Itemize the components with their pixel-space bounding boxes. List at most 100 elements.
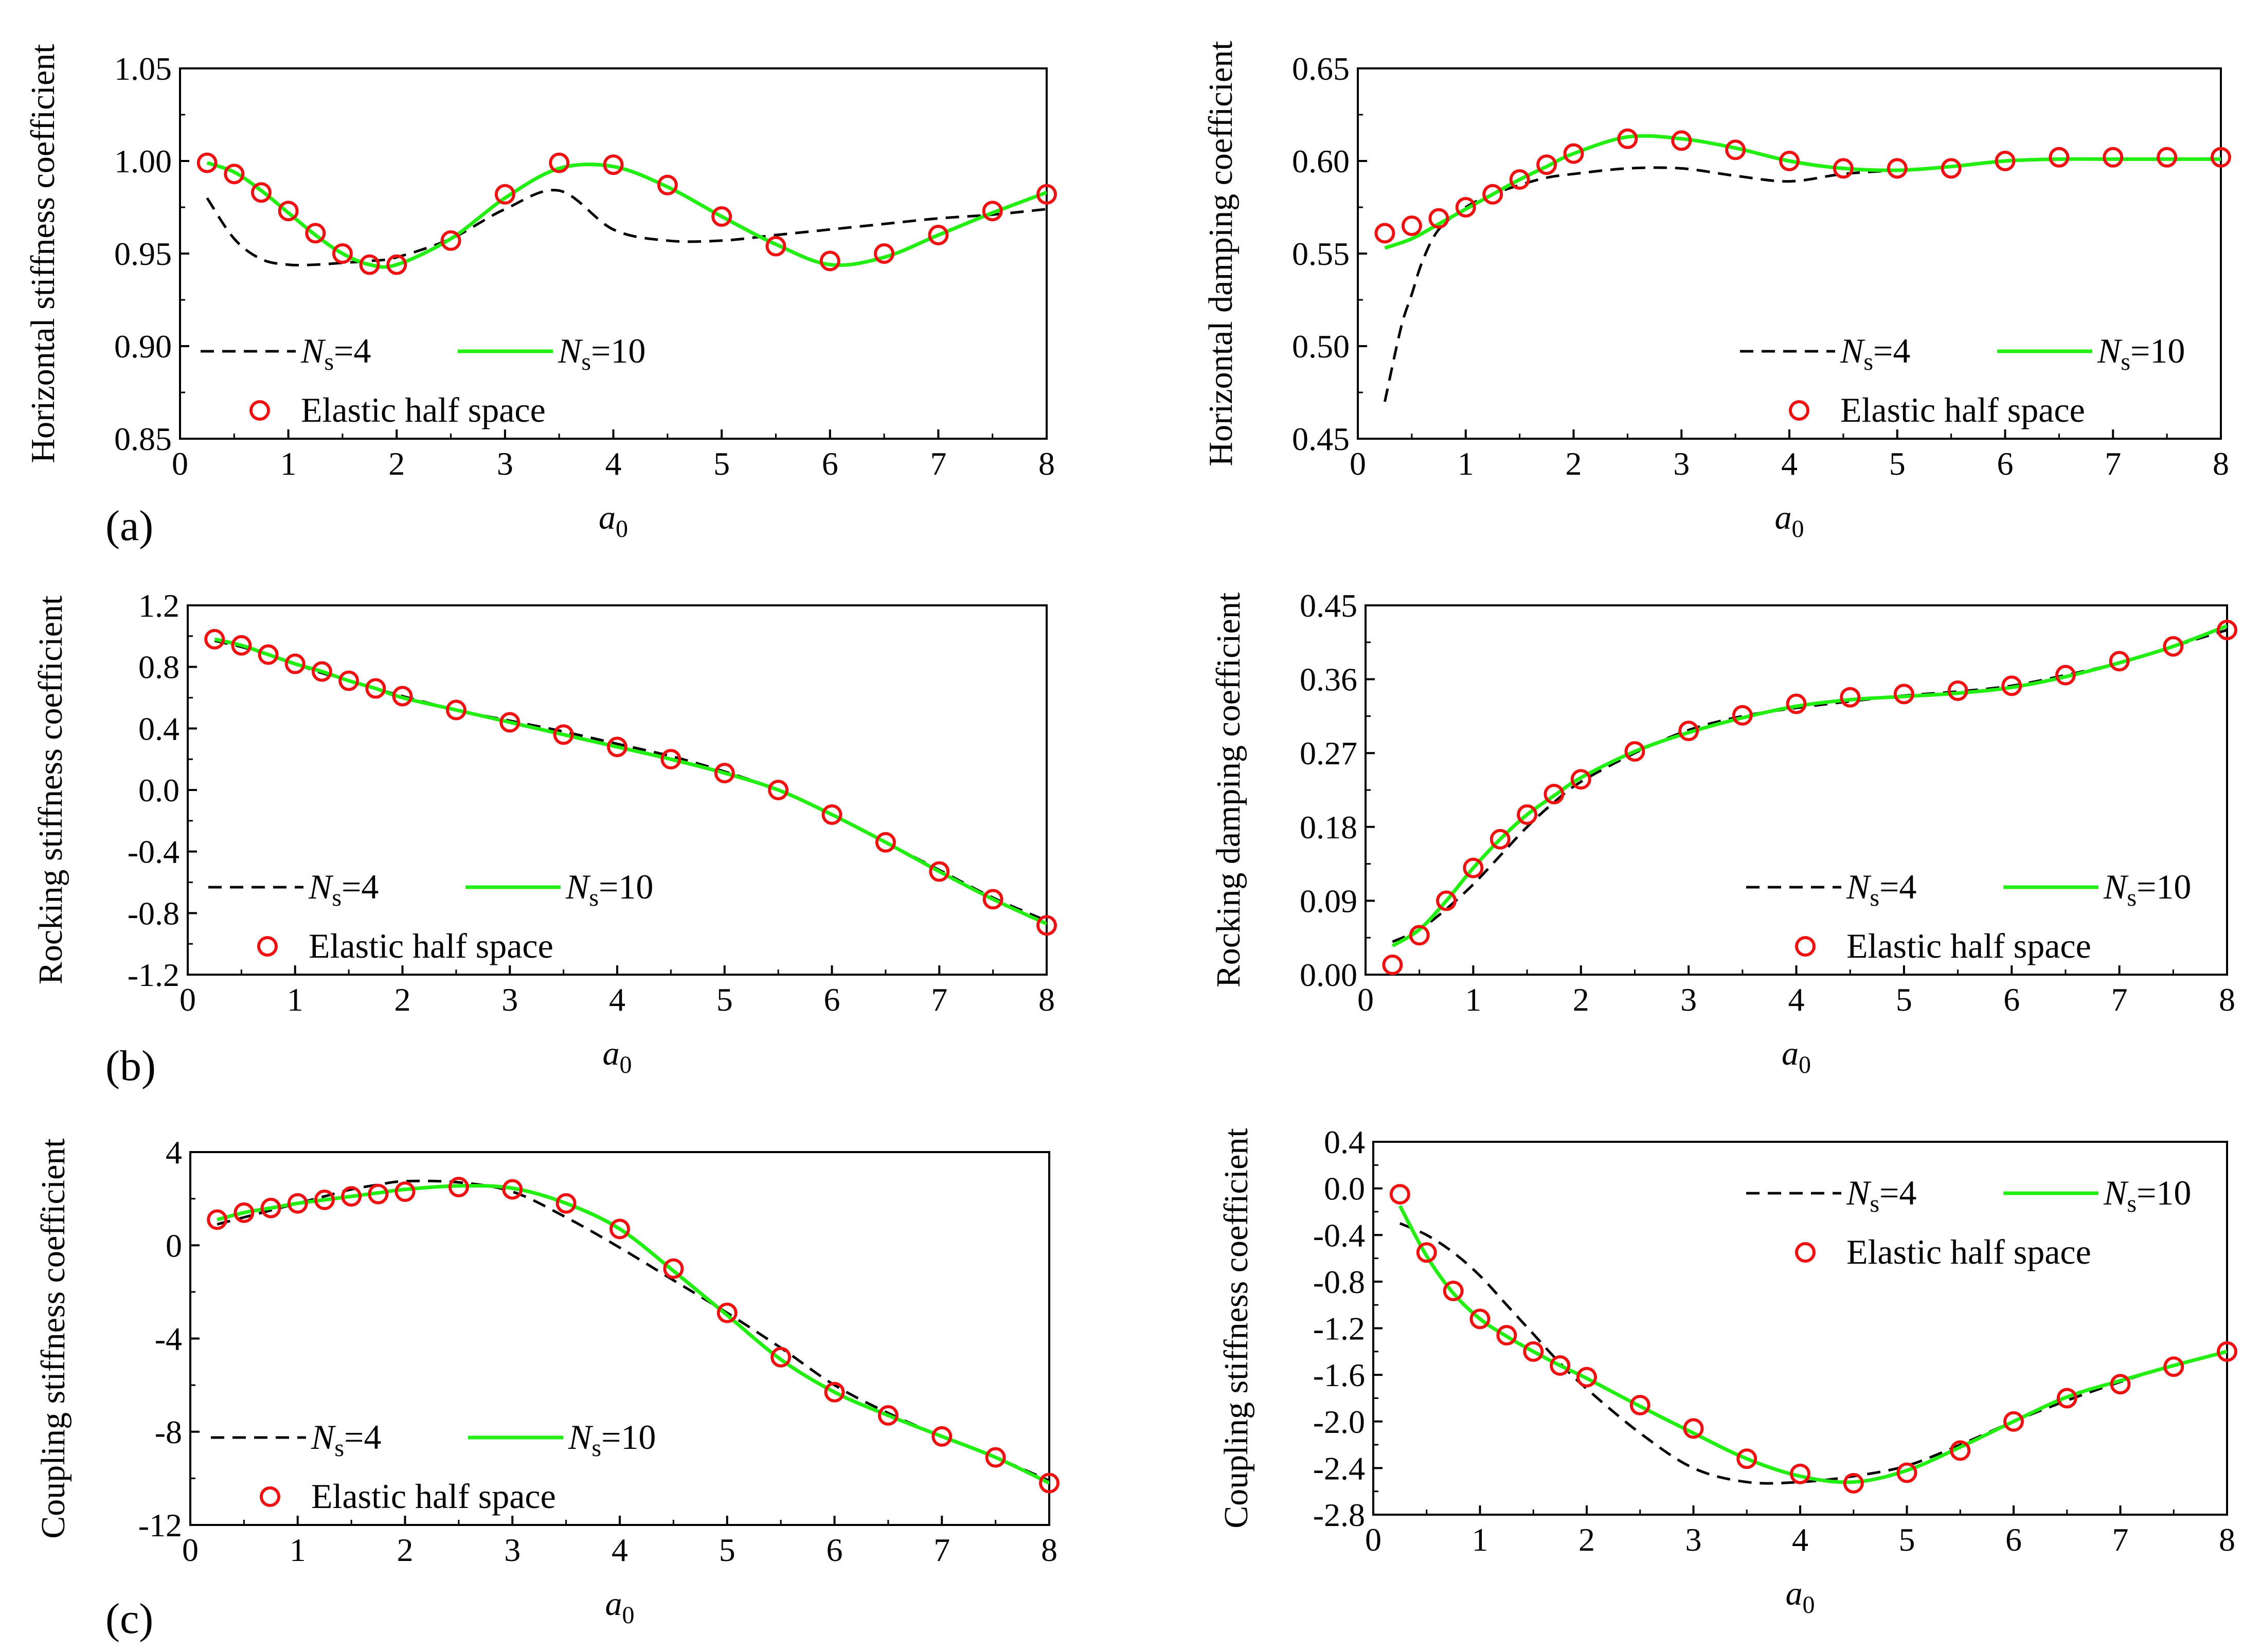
series-group (1391, 624, 2227, 948)
ns10-line (206, 161, 1047, 269)
y-tick-label: -0.8 (128, 895, 180, 931)
y-tick-label: 0.4 (138, 710, 180, 747)
elastic-marker (284, 653, 306, 674)
ns4-line (1399, 1222, 2227, 1485)
legend-elastic-label: Elastic half space (1846, 926, 2091, 965)
legend-elastic-marker (249, 400, 270, 421)
x-tick-label: 2 (388, 445, 405, 482)
y-tick-label: 0.00 (1300, 957, 1357, 993)
ns10-line (214, 637, 1047, 926)
elastic-marker (499, 712, 521, 733)
elastic-marker (1629, 1395, 1650, 1416)
x-tick-label: 0 (182, 1532, 199, 1568)
panel-label-a: (a) (105, 502, 153, 550)
x-axis-title: a0 (1782, 1035, 1811, 1079)
elastic-marker (1840, 687, 1861, 708)
x-tick-label: 2 (394, 981, 411, 1018)
elastic-marker (2110, 1374, 2131, 1395)
elastic-marker (2001, 675, 2022, 696)
elastic-marker (1469, 1308, 1491, 1330)
elastic-marker (1409, 925, 1430, 946)
x-tick-label: 4 (609, 981, 625, 1018)
legend: Ns=4 Ns=10 Elastic half space (1746, 867, 2191, 965)
elastic-marker (386, 254, 407, 275)
x-tick-label: 8 (1038, 445, 1055, 482)
elastic-marker (1624, 741, 1645, 762)
x-tick-label: 6 (1997, 445, 2014, 482)
ns10-line (1384, 134, 2221, 250)
legend-elastic-marker (1795, 936, 1816, 957)
legend-ns4-label: Ns=4 (311, 1417, 381, 1462)
elastic-marker (445, 699, 466, 721)
y-tick-label: 0.95 (114, 236, 172, 272)
legend-ns4-label: Ns=4 (1840, 331, 1910, 375)
x-tick-label: 3 (1680, 981, 1697, 1018)
elastic-marker (1509, 169, 1530, 190)
elastic-marker (1887, 158, 1908, 179)
x-tick-label: 8 (2213, 445, 2229, 482)
y-tick-label: 0.50 (1292, 328, 1350, 365)
elastic-marker (1455, 197, 1476, 218)
elastic-marker (1428, 208, 1449, 229)
x-tick-label: 8 (1038, 981, 1055, 1018)
elastic-marker (278, 201, 299, 222)
chart-4: 0 1 2 3 4 5 6 7 8 0.00 0.09 0.18 0.27 0.36 0.45 a0 Rocki… (1210, 587, 2237, 1079)
elastic-marker (765, 236, 786, 257)
x-tick-label: 5 (719, 1532, 735, 1568)
x-tick-label: 6 (2003, 981, 2020, 1018)
legend-ns10-label: Ns=10 (558, 331, 645, 375)
panel-label-b: (b) (105, 1042, 156, 1090)
elastic-marker (1617, 128, 1638, 149)
y-tick-label: -12 (138, 1507, 182, 1543)
y-axis-title: Coupling stiffness coefficient (1217, 1128, 1255, 1528)
elastic-marker (440, 230, 461, 251)
elastic-marker (448, 1176, 469, 1197)
legend-elastic-label: Elastic half space (301, 390, 546, 429)
elastic-marker (770, 1346, 792, 1368)
y-axis-title: Coupling stiffness coefficient (34, 1138, 72, 1538)
x-tick-label: 4 (1792, 1521, 1808, 1558)
elastic-marker (768, 780, 789, 800)
y-tick-label: 4 (166, 1134, 182, 1171)
y-tick-label: -2.8 (1313, 1497, 1365, 1533)
x-tick-label: 5 (1889, 445, 1906, 482)
elastic-marker (2049, 147, 2070, 168)
y-tick-label: 0.27 (1300, 735, 1357, 771)
x-tick-label: 7 (2112, 1521, 2129, 1558)
elastic-marker (1496, 1325, 1517, 1346)
legend-ns10-label: Ns=10 (2097, 331, 2185, 375)
elastic-marker (258, 644, 279, 665)
elastic-marker (657, 174, 678, 195)
y-tick-label: 0.45 (1300, 587, 1357, 624)
elastic-marker (338, 670, 360, 691)
x-tick-label: 3 (497, 445, 513, 482)
elastic-marker (1893, 684, 1914, 705)
legend-ns10-label: Ns=10 (568, 1417, 656, 1462)
x-tick-label: 6 (822, 445, 838, 482)
elastic-marker (311, 661, 332, 682)
chart-1: 0 1 2 3 4 5 6 7 8 0.85 0.90 0.95 1.00 1.05 a0 Horizonta… (24, 44, 1057, 543)
y-tick-label: 0.09 (1300, 883, 1357, 919)
elastic-marker (928, 225, 949, 245)
y-tick-label: 0.65 (1292, 50, 1350, 87)
elastic-marker (1382, 954, 1403, 975)
x-tick-label: 3 (1685, 1521, 1702, 1558)
elastic-marker (1463, 857, 1484, 878)
elastic-marker (287, 1193, 308, 1214)
elastic-marker (224, 164, 245, 185)
elastic-marker (985, 1447, 1006, 1468)
elastic-marker (929, 861, 950, 882)
y-tick-label: -1.2 (1313, 1310, 1365, 1347)
elastic-marker (1683, 1418, 1704, 1439)
elastic-marker (1576, 1367, 1597, 1388)
x-tick-label: 6 (2005, 1521, 2022, 1558)
elastic-marker (2163, 1356, 2184, 1377)
elastic-marker (1779, 151, 1800, 171)
elastic-marker (1550, 1355, 1571, 1376)
y-tick-label: 0.8 (138, 649, 180, 686)
elastic-marker (1736, 1448, 1757, 1469)
elastic-marker (660, 749, 681, 770)
elastic-marker (1678, 721, 1699, 742)
elastic-marker (1995, 151, 2016, 171)
x-tick-label: 0 (1350, 445, 1366, 482)
